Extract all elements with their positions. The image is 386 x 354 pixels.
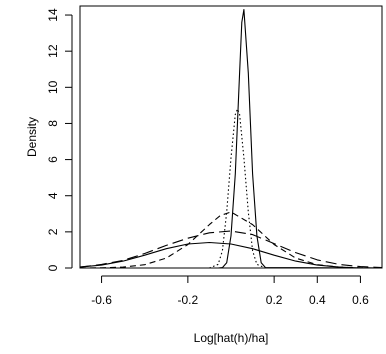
x-axis-label: Log[hat(h)/ha]	[194, 331, 269, 345]
y-axis: 0 2 4 6 8 10 12 14	[46, 8, 73, 271]
y-tick-label: 8	[46, 120, 60, 127]
y-tick-label: 14	[46, 8, 60, 22]
density-curve-solid	[218, 9, 383, 269]
x-tick-label: 0.6	[352, 293, 369, 307]
y-axis-label: Density	[25, 117, 39, 157]
x-tick-label: -0.6	[91, 293, 112, 307]
series-layer	[79, 9, 383, 269]
density-curve-longdash	[79, 230, 383, 269]
x-tick-label: 0.2	[266, 293, 283, 307]
y-tick-label: 12	[46, 44, 60, 58]
density-curve-dotted	[209, 108, 266, 269]
y-tick-label: 10	[46, 80, 60, 94]
plot-frame	[79, 5, 383, 269]
x-axis: -0.6 -0.2 0.2 0.4 0.6	[91, 275, 369, 307]
density-curve-dashed	[79, 211, 383, 269]
y-tick-label: 2	[46, 228, 60, 235]
y-tick-label: 4	[46, 192, 60, 199]
y-tick-label: 6	[46, 156, 60, 163]
x-tick-label: 0.4	[309, 293, 326, 307]
density-curve-solid	[79, 241, 382, 269]
y-tick-label: 0	[46, 264, 60, 271]
plot-box	[79, 5, 383, 269]
x-tick-label: -0.2	[178, 293, 199, 307]
